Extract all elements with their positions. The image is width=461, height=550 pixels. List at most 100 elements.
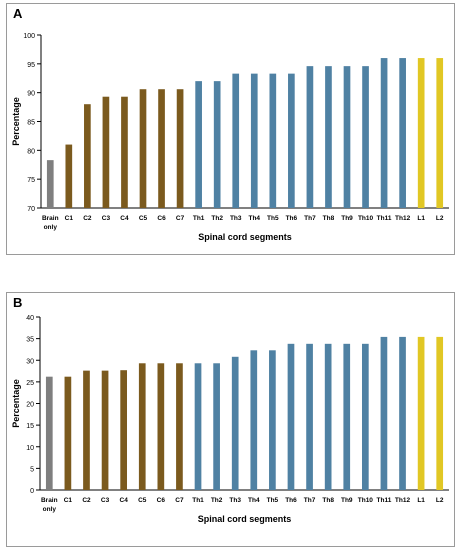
x-tick-label: Th9 [341,215,353,222]
y-tick-label: 80 [27,148,35,155]
bar-c7 [176,363,183,490]
bar-th7 [306,66,314,208]
y-tick-label: 35 [26,337,34,344]
bar-c4 [121,96,128,208]
panel-label-b: B [13,295,23,310]
bar-th5 [269,73,277,209]
x-tick-label: Th8 [323,215,335,222]
x-tick-label: L1 [417,497,425,504]
x-tick-label: Th8 [322,497,334,504]
panel-label-a: A [13,6,23,21]
y-tick-label: 5 [30,466,34,473]
x-tick-label: Th1 [193,215,205,222]
y-tick-label: 25 [26,380,34,387]
y-tick-label: 10 [26,445,34,452]
x-tick-label: Th11 [377,497,392,504]
y-axis-title: Percentage [11,97,21,146]
bar-l1 [417,336,425,490]
bar-c4 [120,370,128,490]
bar-c3 [102,96,110,208]
x-tick-label: Th3 [229,497,241,504]
bar-th8 [324,343,332,490]
x-tick-label: Th9 [341,497,353,504]
y-tick-label: 30 [26,358,34,365]
x-tick-label: Th6 [286,215,298,222]
bar-th7 [306,343,313,490]
x-tick-label: L1 [417,215,425,222]
x-tick-label: Th5 [267,497,279,504]
x-tick-label: C7 [175,497,184,504]
bar-th12 [399,336,406,490]
x-tick-label: Th11 [377,215,392,222]
bar-c6 [158,89,165,208]
bar-th4 [250,73,258,209]
y-tick-label: 0 [30,488,34,495]
x-tick-label: C5 [139,215,148,222]
x-tick-label: C3 [101,497,110,504]
bar-th8 [325,66,332,208]
x-tick-label: Th1 [192,497,204,504]
bar-th6 [287,343,295,490]
bar-c2 [83,370,90,490]
x-tick-label: Th4 [248,497,260,504]
x-tick-label: C2 [82,497,91,504]
x-tick-label: Brain [41,497,58,504]
y-tick-label: 15 [26,423,34,430]
x-tick-label: Th2 [211,497,223,504]
bar-th3 [231,356,239,490]
bar-l2 [436,336,444,490]
x-tick-label: Th7 [304,497,316,504]
x-tick-label: Th2 [211,215,223,222]
chart-panel-a: A 70 75 80 85 90 95 100 Brain only C1 C2 C3 C4 C5 C6 C7… [6,3,455,255]
bar-l1 [417,58,425,208]
chart-panel-b: B 0 5 10 15 20 25 30 35 40 Brain only C1 C2 C3 C4 C5 C6 C… [6,292,455,547]
bar-th3 [232,73,240,209]
bar-th12 [399,58,406,208]
x-tick-label: Th6 [285,497,297,504]
x-tick-label: C7 [176,215,185,222]
bar-c5 [139,89,147,208]
x-tick-label: only [44,224,58,231]
bar-th11 [380,336,388,490]
x-tick-label: Th4 [248,215,260,222]
bar-l2 [436,58,444,208]
x-tick-label: Th10 [358,215,374,222]
bar-c1 [65,144,73,208]
bar-th1 [194,363,202,490]
bar-c7 [176,89,184,208]
x-tick-label: C3 [102,215,111,222]
bar-th9 [343,343,351,490]
bar-th10 [361,343,369,490]
x-tick-label: Th3 [230,215,242,222]
x-tick-label: C4 [120,215,129,222]
bar-c3 [101,370,109,490]
y-tick-label: 85 [27,120,35,127]
bar-th11 [380,58,388,208]
y-axis-title: Percentage [11,379,21,428]
x-axis-title: Spinal cord segments [198,232,292,242]
x-tick-label: C1 [65,215,74,222]
y-tick-label: 75 [27,177,35,184]
x-tick-label: Th5 [267,215,279,222]
x-tick-label: L2 [436,215,444,222]
x-tick-label: C2 [83,215,92,222]
chart-b-svg: 0 5 10 15 20 25 30 35 40 Brain only C1 C2 C3 C4 C5 C6 C7 T… [11,315,449,524]
x-tick-label: C4 [120,497,129,504]
bar-brain-only [45,376,53,490]
x-tick-label: Th12 [395,497,411,504]
y-tick-label: 40 [26,315,34,322]
x-tick-label: L2 [436,497,444,504]
x-tick-label: Th7 [304,215,316,222]
bar-c1 [64,376,72,490]
bar-th1 [195,81,202,208]
bar-th2 [213,363,220,490]
x-tick-label: Th12 [395,215,411,222]
y-tick-label: 95 [27,62,35,69]
bar-th6 [288,73,295,209]
y-tick-label: 100 [23,33,35,40]
x-tick-label: only [43,506,57,513]
bar-brain-only [46,160,54,208]
bar-c2 [84,104,91,208]
bar-c6 [157,363,165,490]
bar-th4 [250,350,258,490]
